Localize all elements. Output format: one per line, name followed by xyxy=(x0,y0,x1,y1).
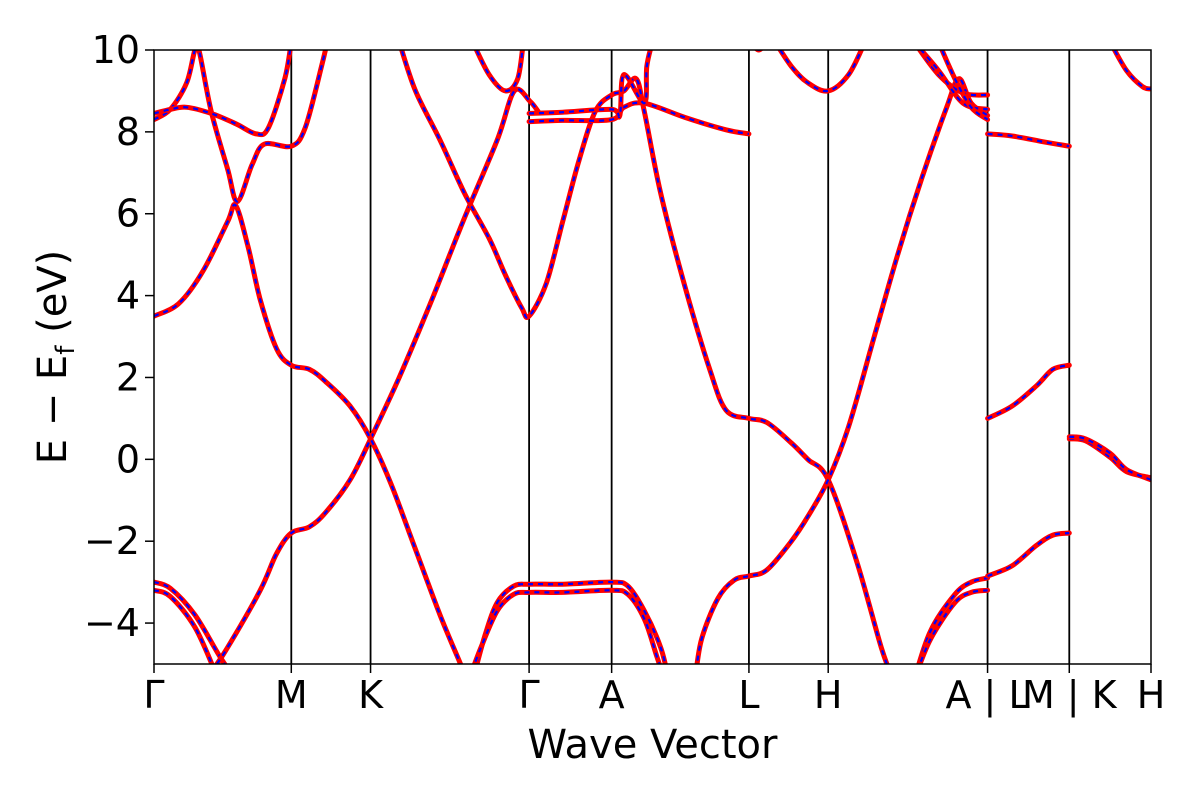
y-axis-label-sub: f xyxy=(51,345,81,355)
band-line-solid xyxy=(154,202,464,664)
band-line-dashed xyxy=(154,50,292,136)
x-tick-label: H xyxy=(1137,673,1166,717)
band-line-solid xyxy=(213,86,541,664)
x-tick-label: L xyxy=(738,673,759,717)
y-tick-label: 10 xyxy=(92,28,140,72)
x-tick-label: M xyxy=(275,673,308,717)
x-tick-label: A xyxy=(599,673,625,717)
band-line-dashed xyxy=(756,50,762,52)
band-line-solid xyxy=(777,50,865,94)
band-line-dashed xyxy=(1069,435,1151,481)
band-line-dashed xyxy=(475,50,524,93)
band-line-dashed xyxy=(400,50,889,664)
y-axis-label: E − Ef (eV) xyxy=(30,250,81,465)
x-axis-label: Wave Vector xyxy=(528,722,779,768)
x-tick-label: Γ xyxy=(519,673,540,717)
band-line-solid xyxy=(474,579,668,664)
plot-frame xyxy=(153,49,1152,665)
band-line-solid xyxy=(939,50,991,123)
band-line-dashed xyxy=(154,581,226,664)
band-line-dashed xyxy=(987,531,1070,578)
band-line-solid xyxy=(1066,436,1151,481)
kpoint-separators xyxy=(290,50,1071,664)
band-line-solid xyxy=(694,76,991,664)
band-line-dashed xyxy=(154,589,214,664)
y-tick-label: −4 xyxy=(84,601,140,645)
y-tick-label: −2 xyxy=(84,519,140,563)
band-line-solid xyxy=(985,362,1072,421)
band-line-dashed xyxy=(919,50,988,111)
band-line-dashed xyxy=(473,589,661,664)
y-tick-label: 0 xyxy=(116,437,140,481)
band-line-dashed xyxy=(695,77,989,664)
x-tick-label: H xyxy=(814,673,843,717)
band-line-solid xyxy=(526,100,752,137)
band-line-dashed xyxy=(475,580,667,664)
y-axis-ticks: −4 −2 0 2 4 6 8 10 xyxy=(84,28,154,645)
y-tick-label: 8 xyxy=(116,110,140,154)
band-line-dashed xyxy=(987,132,1070,148)
band-line-solid xyxy=(526,50,653,120)
x-tick-label: M | K xyxy=(1022,673,1118,718)
band-line-solid xyxy=(1111,50,1151,92)
band-line-dashed xyxy=(154,50,327,203)
band-line-solid xyxy=(917,587,991,664)
x-tick-label: Γ xyxy=(143,673,164,717)
y-tick-label: 6 xyxy=(116,192,140,236)
y-axis-label-main: E − E xyxy=(30,355,76,465)
band-line-dashed xyxy=(1113,50,1151,90)
x-tick-label: A | L xyxy=(945,673,1029,718)
band-line-dashed xyxy=(215,88,539,664)
band-line-dashed xyxy=(917,576,988,664)
y-axis-label-unit: (eV) xyxy=(30,250,76,346)
x-tick-label: K xyxy=(358,673,384,717)
band-line-solid xyxy=(154,50,329,204)
band-line-dashed xyxy=(529,101,750,135)
band-line-dashed xyxy=(154,203,462,664)
band-line-dashed xyxy=(778,50,863,93)
band-line-solid xyxy=(985,530,1072,579)
y-tick-label: 2 xyxy=(116,355,140,399)
x-axis-ticks: Γ M K Γ A L H A | LM | K H xyxy=(143,664,1165,718)
band-lines xyxy=(154,50,1151,664)
band-line-solid xyxy=(399,50,890,664)
y-tick-label: 4 xyxy=(116,274,140,318)
band-line-solid xyxy=(754,50,764,53)
band-line-dashed xyxy=(918,589,988,664)
